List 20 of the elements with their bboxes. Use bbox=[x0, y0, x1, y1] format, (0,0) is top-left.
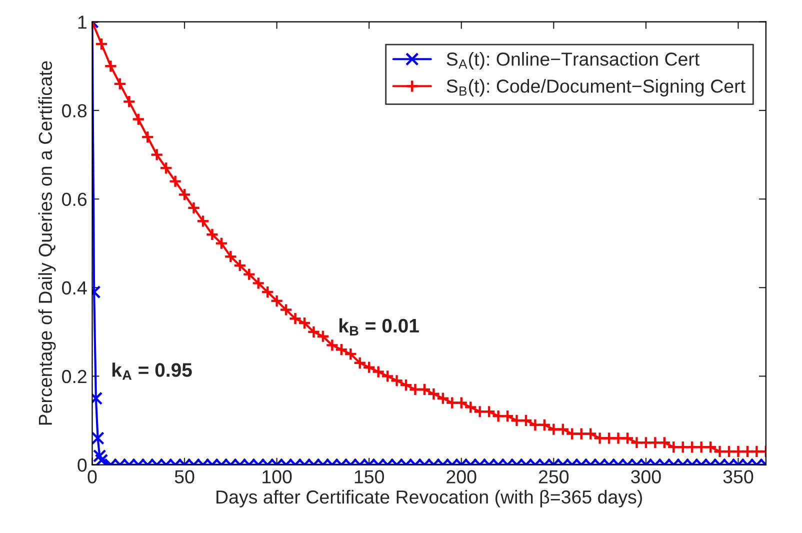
annotation: k$_{B}$ = 0.01 bbox=[339, 318, 419, 336]
y-tick-label: 0.2 bbox=[62, 370, 86, 384]
x-tick-label: 150 bbox=[354, 470, 384, 484]
x-tick-label: 100 bbox=[262, 470, 292, 484]
legend-label: S$_{B}$(t): Code/Document−Signing Cert bbox=[446, 79, 746, 96]
y-tick-label: 0.8 bbox=[62, 104, 87, 118]
x-tick-label: 0 bbox=[88, 470, 97, 484]
legend-label: S$_{A}$(t): Online−Transaction Cert bbox=[446, 52, 700, 70]
y-tick-label: 0.4 bbox=[62, 281, 87, 295]
x-tick-label: 200 bbox=[446, 470, 476, 484]
y-axis-title: Percentage of Daily Queries on a Certificate bbox=[38, 61, 56, 425]
x-tick-label: 50 bbox=[174, 470, 194, 484]
y-tick-label: 1 bbox=[78, 16, 86, 29]
y-tick-label: 0.6 bbox=[62, 192, 87, 206]
annotation: k$_{A}$ = 0.95 bbox=[112, 362, 192, 380]
x-tick-label: 250 bbox=[538, 470, 569, 484]
x-tick-label: 300 bbox=[631, 470, 661, 484]
y-tick-label: 0 bbox=[78, 458, 87, 472]
x-tick-label: 350 bbox=[723, 470, 754, 484]
x-axis-title: Days after Certificate Revocation (with β=365 days) bbox=[216, 490, 642, 508]
